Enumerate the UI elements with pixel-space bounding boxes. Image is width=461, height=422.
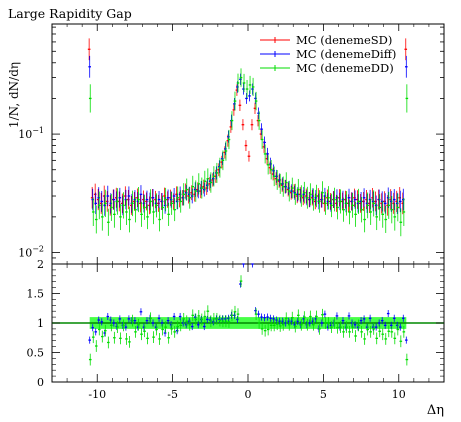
- x-axis-label: Δη: [427, 403, 444, 418]
- x-tick-label: -5: [167, 388, 178, 401]
- chart-title: Large Rapidity Gap: [8, 6, 132, 21]
- legend-label: MC (denemeDD): [296, 61, 394, 75]
- ratio-ticks: 0 0.5 1 1.5 2 -10 -5 0 5 10: [27, 258, 444, 401]
- y-tick-label: 10−1: [18, 126, 44, 141]
- x-tick-label: -10: [88, 388, 106, 401]
- ratio-data-points: [88, 263, 409, 366]
- ratio-y-tick-label: 0.5: [27, 347, 45, 360]
- ratio-y-tick-label: 1: [37, 317, 44, 330]
- legend-label: MC (denemeDiff): [296, 47, 396, 61]
- ratio-y-tick-label: 0: [37, 376, 44, 389]
- legend-label: MC (denemeSD): [296, 33, 392, 47]
- x-tick-label: 5: [320, 388, 327, 401]
- main-data-points: [87, 38, 409, 237]
- main-y-ticks: 10−1 10−2: [18, 24, 444, 265]
- main-panel: 10−1 10−2 Large Rapidity Gap 1/N, dN/dη M…: [7, 6, 445, 265]
- legend: MC (denemeSD)MC (denemeDiff)MC (denemeDD…: [260, 33, 396, 75]
- ratio-y-tick-label: 1.5: [27, 288, 45, 301]
- ratio-panel: 0 0.5 1 1.5 2 -10 -5 0 5 10 Δη: [27, 258, 445, 418]
- y-tick-label: 10−2: [18, 245, 44, 260]
- x-tick-label: 0: [245, 388, 252, 401]
- ratio-y-tick-label: 2: [37, 258, 44, 271]
- x-tick-label: 10: [392, 388, 406, 401]
- y-axis-label: 1/N, dN/dη: [7, 62, 21, 128]
